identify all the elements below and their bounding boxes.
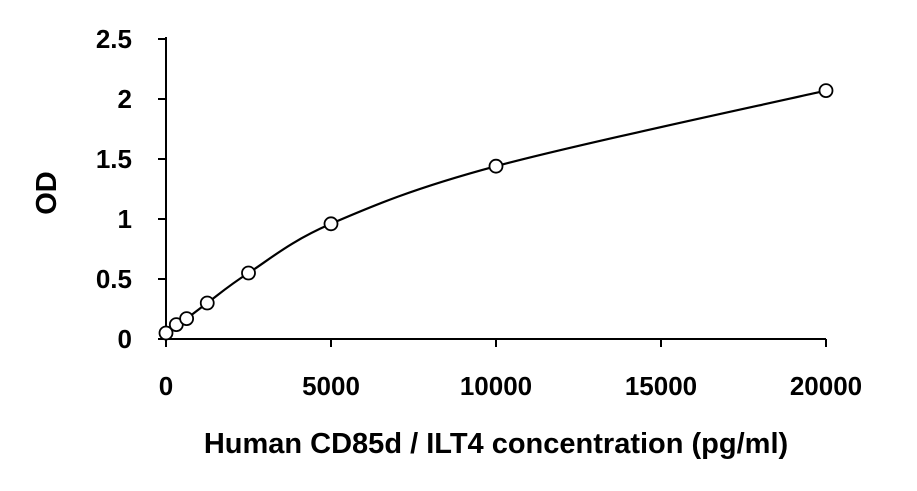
data-points [158, 83, 834, 341]
y-tick-label: 0.5 [96, 264, 132, 294]
fitted-curve [165, 89, 827, 334]
y-tick-label: 0 [118, 324, 132, 354]
data-point [199, 295, 215, 311]
x-ticks: 0 5000 10000 15000 20000 [159, 339, 862, 401]
x-tick-label: 15000 [625, 371, 697, 401]
data-point [179, 311, 195, 327]
y-tick-label: 2 [118, 84, 132, 114]
y-axis-title: OD [31, 171, 63, 215]
y-tick-label: 2.5 [96, 24, 132, 54]
y-ticks: 0 0.5 1 1.5 2 2.5 [96, 24, 166, 354]
x-tick-label: 5000 [302, 371, 360, 401]
x-tick-label: 20000 [790, 371, 862, 401]
y-tick-label: 1.5 [96, 144, 132, 174]
data-point [241, 265, 256, 281]
data-point [158, 325, 174, 341]
axes [165, 37, 826, 340]
x-tick-label: 10000 [460, 371, 532, 401]
x-tick-label: 0 [159, 371, 173, 401]
y-tick-label: 1 [118, 204, 132, 234]
data-point [488, 158, 504, 174]
x-axis-title: Human CD85d / ILT4 concentration (pg/ml) [204, 428, 788, 460]
data-point [818, 83, 834, 98]
data-point [323, 216, 339, 232]
